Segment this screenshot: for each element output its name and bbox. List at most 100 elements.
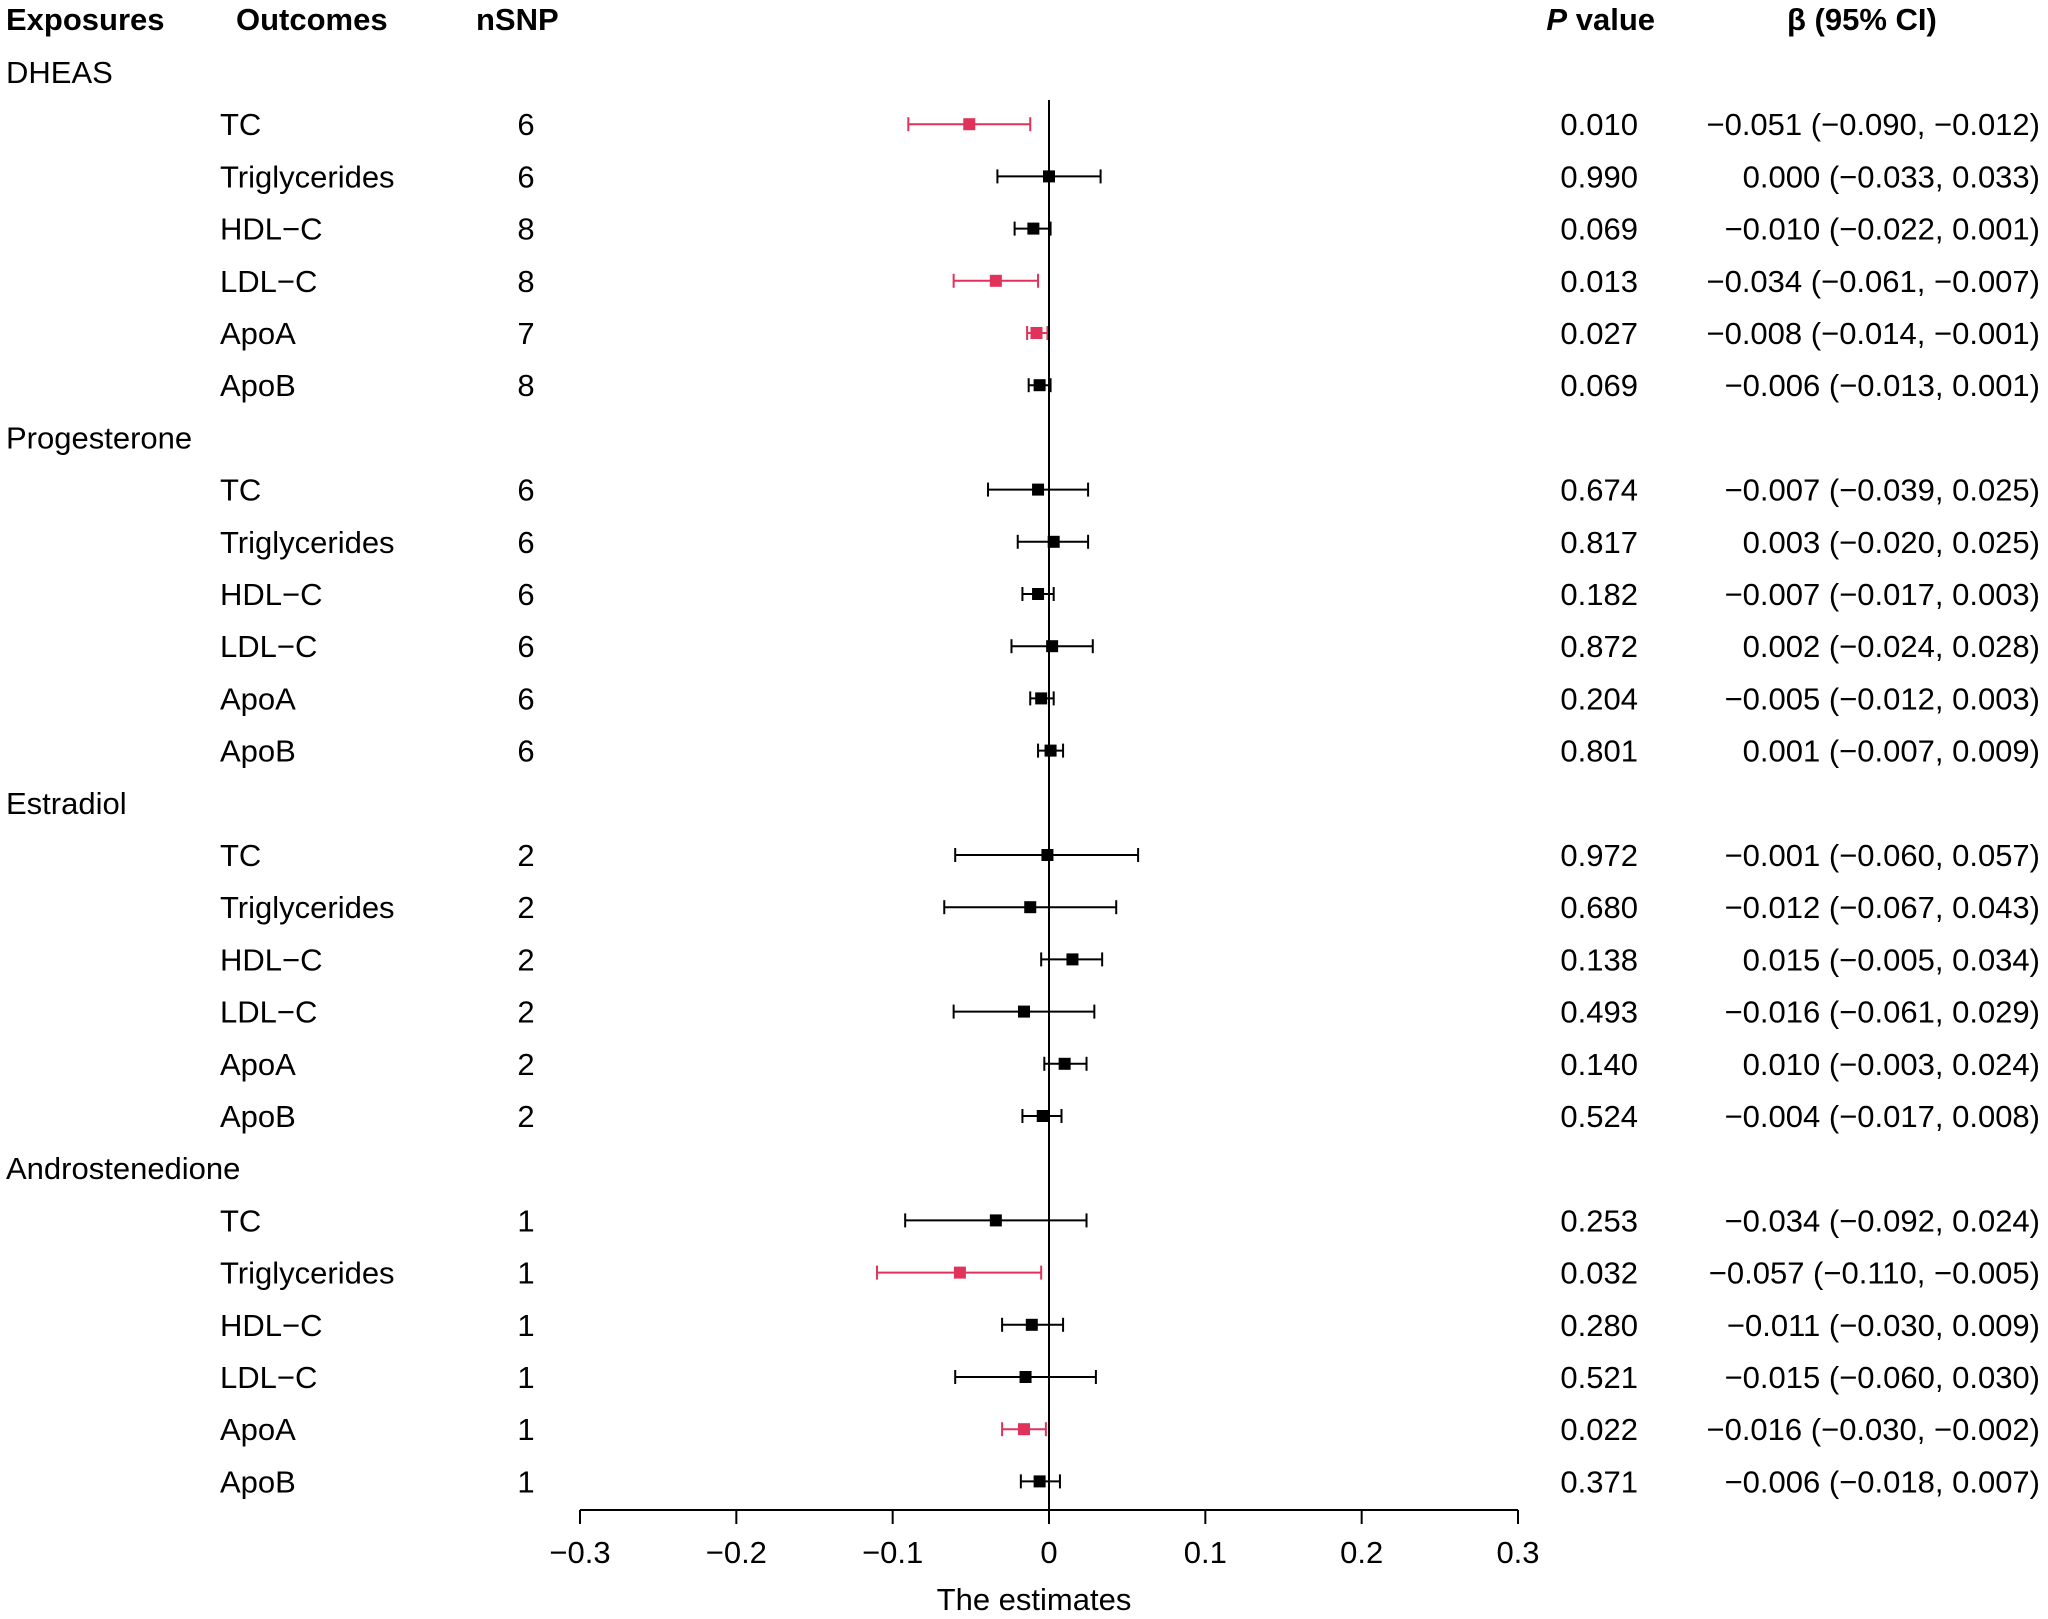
point-estimate [1024, 901, 1037, 914]
beta-ci-text: −0.012 (−0.067, 0.043) [1725, 890, 2040, 925]
outcome-label: HDL−C [220, 942, 323, 977]
exposure-label: Estradiol [6, 786, 127, 821]
nsnp-value: 6 [517, 681, 534, 716]
outcome-label: ApoB [220, 734, 296, 769]
nsnp-value: 6 [517, 629, 534, 664]
beta-ci-text: −0.016 (−0.061, 0.029) [1725, 995, 2040, 1030]
beta-ci-text: −0.006 (−0.018, 0.007) [1725, 1464, 2040, 1499]
x-tick-label: 0.2 [1340, 1535, 1383, 1570]
p-value: 0.990 [1560, 159, 1638, 194]
beta-ci-text: −0.057 (−0.110, −0.005) [1709, 1256, 2040, 1291]
x-tick-label: −0.2 [706, 1535, 767, 1570]
x-tick-label: 0.3 [1496, 1535, 1539, 1570]
beta-ci-text: −0.006 (−0.013, 0.001) [1725, 368, 2040, 403]
p-value: 0.022 [1560, 1412, 1638, 1447]
p-value: 0.138 [1560, 942, 1638, 977]
beta-ci-text: −0.010 (−0.022, 0.001) [1725, 212, 2040, 247]
nsnp-value: 1 [517, 1256, 534, 1291]
outcome-label: ApoB [220, 1464, 296, 1499]
point-estimate [1047, 535, 1060, 548]
outcome-label: TC [220, 838, 261, 873]
nsnp-value: 6 [517, 734, 534, 769]
beta-ci-text: 0.000 (−0.033, 0.033) [1743, 159, 2040, 194]
beta-ci-text: 0.015 (−0.005, 0.034) [1743, 942, 2040, 977]
point-estimate [1017, 1423, 1030, 1436]
point-estimate [953, 1266, 966, 1279]
exposure-label: Androstenedione [6, 1151, 240, 1186]
nsnp-value: 1 [517, 1203, 534, 1238]
x-tick-label: 0 [1040, 1535, 1057, 1570]
point-estimate [1041, 849, 1054, 861]
outcome-label: TC [220, 473, 261, 508]
point-estimate [963, 118, 976, 131]
point-estimate [1033, 1475, 1046, 1488]
beta-ci-text: −0.007 (−0.017, 0.003) [1725, 577, 2040, 612]
outcome-label: HDL−C [220, 577, 323, 612]
outcome-label: Triglycerides [220, 525, 395, 560]
p-value: 0.182 [1560, 577, 1638, 612]
point-estimate [1019, 1371, 1032, 1383]
beta-ci-text: −0.001 (−0.060, 0.057) [1725, 838, 2040, 873]
outcome-label: Triglycerides [220, 890, 395, 925]
p-value: 0.069 [1560, 212, 1638, 247]
outcome-label: TC [220, 107, 261, 142]
beta-ci-text: −0.007 (−0.039, 0.025) [1725, 473, 2040, 508]
header-beta-ci: β (95% CI) [1787, 2, 1937, 37]
p-value: 0.872 [1560, 629, 1638, 664]
x-tick-label: −0.1 [862, 1535, 923, 1570]
beta-ci-text: −0.005 (−0.012, 0.003) [1725, 681, 2040, 716]
nsnp-value: 2 [517, 838, 534, 873]
p-value: 0.680 [1560, 890, 1638, 925]
x-tick-label: −0.3 [549, 1535, 610, 1570]
point-estimate [1025, 1318, 1038, 1331]
beta-ci-text: −0.034 (−0.061, −0.007) [1706, 264, 2040, 299]
outcome-label: Triglycerides [220, 1256, 395, 1291]
x-axis-label: The estimates [937, 1582, 1132, 1617]
outcome-label: ApoB [220, 1099, 296, 1134]
beta-ci-text: −0.008 (−0.014, −0.001) [1706, 316, 2040, 351]
nsnp-value: 2 [517, 1099, 534, 1134]
outcome-label: HDL−C [220, 212, 323, 247]
p-value: 0.674 [1560, 473, 1638, 508]
p-value: 0.204 [1560, 681, 1638, 716]
nsnp-value: 6 [517, 159, 534, 194]
nsnp-value: 1 [517, 1464, 534, 1499]
nsnp-value: 6 [517, 577, 534, 612]
p-value: 0.817 [1560, 525, 1638, 560]
p-value: 0.972 [1560, 838, 1638, 873]
point-estimate [1036, 1110, 1049, 1122]
nsnp-value: 6 [517, 107, 534, 142]
p-value: 0.069 [1560, 368, 1638, 403]
outcome-label: ApoA [220, 1412, 296, 1447]
point-estimate [1066, 953, 1079, 966]
p-value: 0.801 [1560, 734, 1638, 769]
outcome-label: LDL−C [220, 995, 317, 1030]
x-tick-label: 0.1 [1184, 1535, 1227, 1570]
outcome-label: HDL−C [220, 1308, 323, 1343]
nsnp-value: 7 [517, 316, 534, 351]
point-estimate [989, 274, 1002, 287]
p-value: 0.027 [1560, 316, 1638, 351]
header-exposures: Exposures [6, 2, 165, 37]
header-outcomes: Outcomes [236, 2, 388, 37]
nsnp-value: 8 [517, 368, 534, 403]
beta-ci-text: −0.015 (−0.060, 0.030) [1725, 1360, 2040, 1395]
p-value: 0.253 [1560, 1203, 1638, 1238]
exposure-label: DHEAS [6, 55, 113, 90]
outcome-label: ApoB [220, 368, 296, 403]
beta-ci-text: 0.001 (−0.007, 0.009) [1743, 734, 2040, 769]
p-value: 0.371 [1560, 1464, 1638, 1499]
p-value: 0.140 [1560, 1047, 1638, 1082]
p-value: 0.524 [1560, 1099, 1638, 1134]
outcome-label: LDL−C [220, 1360, 317, 1395]
beta-ci-text: −0.016 (−0.030, −0.002) [1706, 1412, 2040, 1447]
point-estimate [1046, 640, 1059, 653]
beta-ci-text: −0.011 (−0.030, 0.009) [1727, 1308, 2040, 1343]
p-value: 0.493 [1560, 995, 1638, 1030]
outcome-label: LDL−C [220, 264, 317, 299]
nsnp-value: 1 [517, 1360, 534, 1395]
p-value: 0.010 [1560, 107, 1638, 142]
beta-ci-text: −0.051 (−0.090, −0.012) [1706, 107, 2040, 142]
point-estimate [1027, 222, 1040, 235]
outcome-label: ApoA [220, 316, 296, 351]
